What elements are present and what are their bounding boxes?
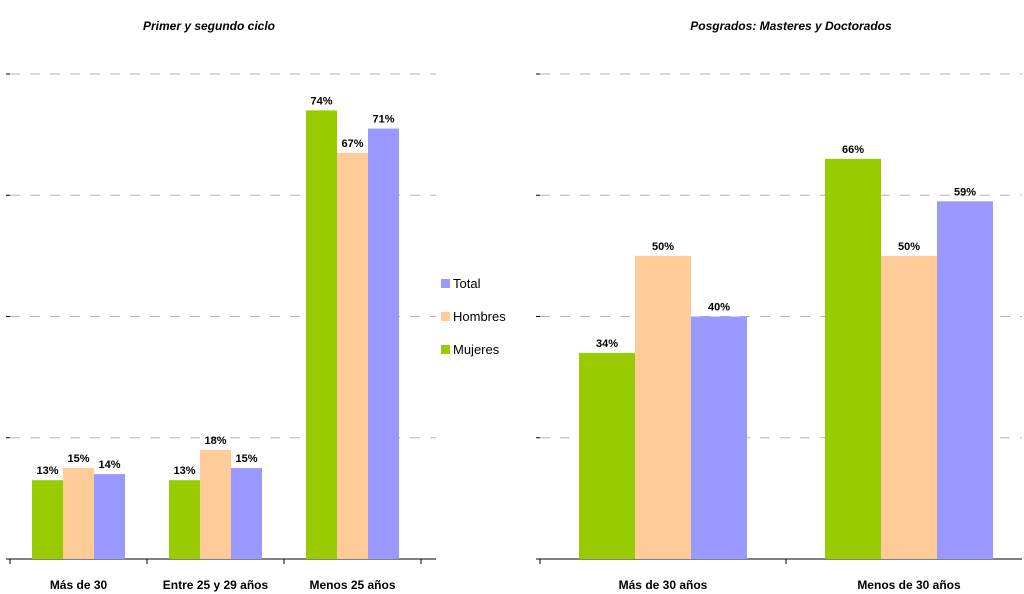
bar-hombres: [881, 255, 937, 559]
bar-total: [94, 474, 125, 559]
legend-label-total: Total: [453, 276, 481, 291]
chart-posgrados: Posgrados: Masteres y Doctorados 34% 50% 4…: [536, 19, 1022, 592]
data-label-hombres: 18%: [204, 435, 226, 447]
legend-swatch-hombres: [441, 312, 450, 321]
data-label-mujeres: 74%: [310, 95, 332, 107]
category-label-mas-de-30: Más de 30: [50, 578, 108, 592]
bar-mujeres: [825, 158, 881, 559]
legend-swatch-mujeres: [441, 345, 450, 354]
legend-label-hombres: Hombres: [453, 309, 506, 324]
data-label-mujeres: 13%: [173, 465, 195, 477]
data-label-mujeres: 66%: [842, 144, 864, 156]
chart-title-right: Posgrados: Masteres y Doctorados: [690, 19, 892, 33]
data-label-mujeres: 34%: [596, 338, 618, 350]
bar-mujeres: [32, 480, 63, 559]
data-label-hombres: 15%: [67, 453, 89, 465]
data-label-hombres: 50%: [652, 241, 674, 253]
bar-mujeres: [306, 110, 337, 559]
legend: Total Hombres Mujeres: [441, 276, 506, 357]
category-label-mas-de-30-anos: Más de 30 años: [619, 578, 708, 592]
bar-mujeres: [169, 480, 200, 559]
legend-label-mujeres: Mujeres: [453, 342, 500, 357]
category-label-menos-de-30-anos: Menos de 30 años: [857, 578, 961, 592]
legend-swatch-total: [441, 279, 450, 288]
bar-total: [691, 316, 747, 559]
data-label-total: 71%: [372, 114, 394, 126]
bar-hombres: [337, 152, 368, 559]
category-label-entre-25-y-29-anos: Entre 25 y 29 años: [163, 578, 269, 592]
bar-hombres: [63, 468, 94, 559]
chart-title-left: Primer y segundo ciclo: [143, 19, 275, 33]
data-label-total: 14%: [98, 459, 120, 471]
category-label-menos-25-anos: Menos 25 años: [309, 578, 395, 592]
bar-hombres: [200, 449, 231, 559]
bar-mujeres: [579, 352, 635, 559]
chart-primer-segundo-ciclo: Primer y segundo ciclo 13% 15% 14% Más de 3…: [6, 19, 436, 592]
data-label-total: 40%: [708, 302, 730, 314]
data-label-mujeres: 13%: [36, 465, 58, 477]
bar-hombres: [635, 255, 691, 559]
data-label-hombres: 50%: [898, 241, 920, 253]
bar-total: [368, 128, 399, 559]
data-label-total: 15%: [235, 453, 257, 465]
bar-total: [231, 468, 262, 559]
data-label-total: 59%: [954, 186, 976, 198]
data-label-hombres: 67%: [341, 138, 363, 150]
bar-total: [937, 201, 993, 559]
